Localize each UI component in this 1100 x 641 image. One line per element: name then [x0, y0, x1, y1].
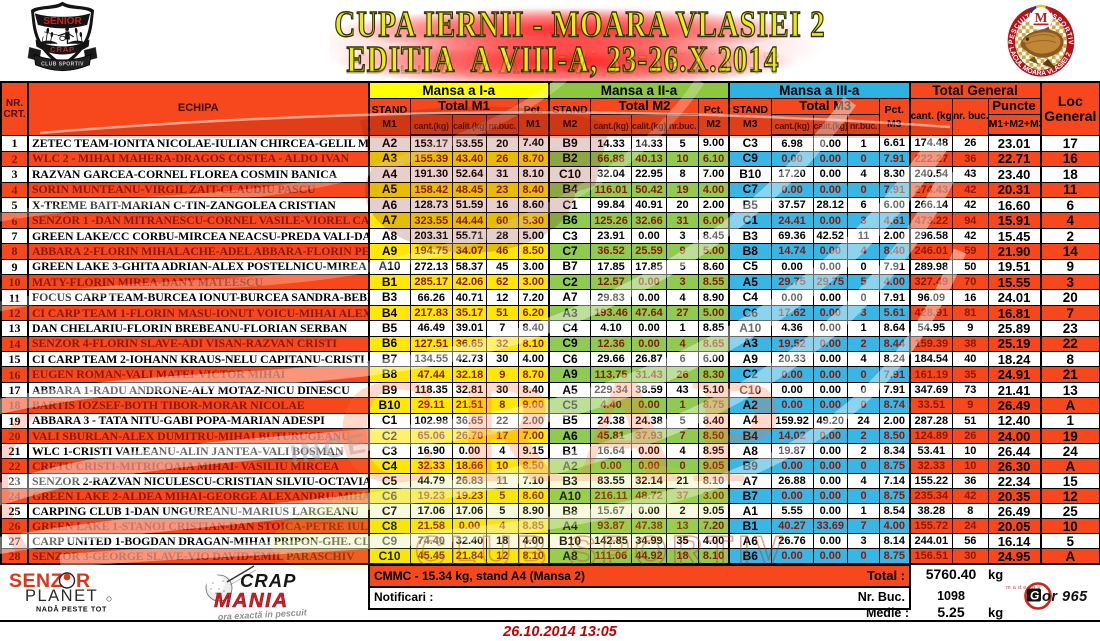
svg-text:made by: made by	[1006, 585, 1043, 591]
svg-text:G: G	[1030, 589, 1039, 603]
svg-text:PLANET: PLANET	[25, 587, 98, 605]
svg-text:or 965: or 965	[1042, 589, 1088, 605]
svg-text:MANIA: MANIA	[214, 589, 289, 612]
svg-text:NADĂ PESTE TOT: NADĂ PESTE TOT	[36, 605, 107, 614]
svg-text:CRAP: CRAP	[50, 45, 75, 54]
svg-text:M: M	[1035, 10, 1048, 25]
svg-text:SENZ: SENZ	[9, 570, 63, 592]
svg-text:R: R	[76, 570, 90, 592]
svg-text:CRAP: CRAP	[240, 570, 296, 591]
svg-text:SENIOR: SENIOR	[43, 16, 82, 27]
svg-text:CLUB SPORTIV: CLUB SPORTIV	[41, 62, 84, 68]
svg-text:ora exactă in pescuit: ora exactă in pescuit	[218, 607, 308, 622]
